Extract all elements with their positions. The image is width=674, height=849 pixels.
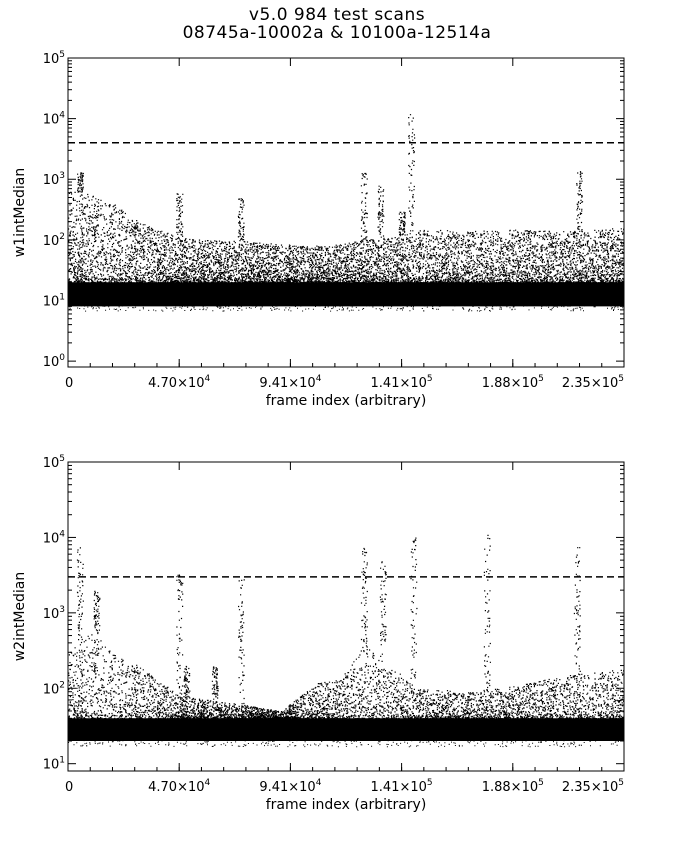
- spike-8: [379, 561, 387, 662]
- y-tick-label: 100: [43, 353, 66, 370]
- x-tick-label: 9.41×104: [259, 374, 321, 391]
- x-tick-label: 2.35×105: [562, 374, 624, 391]
- data-points: [68, 114, 624, 312]
- y-tick-label: 105: [43, 50, 65, 67]
- y-axis-label: w1intMedian: [12, 168, 28, 258]
- x-tick-label: 0: [65, 376, 73, 391]
- spike-1: [77, 172, 84, 193]
- spike-4: [360, 172, 368, 241]
- spike-8: [576, 171, 584, 231]
- spike-1: [76, 547, 84, 641]
- spike-4: [183, 665, 191, 698]
- y-tick-label: 104: [43, 111, 66, 128]
- x-axis-label: frame index (arbitrary): [266, 393, 427, 409]
- spike-10: [483, 534, 491, 691]
- panel-2: 0 4.70×104 9.41×104 1.41×105 1.88×105 2.35×10…: [12, 454, 625, 813]
- spike-6: [398, 211, 406, 236]
- x-tick-label: 4.70×104: [148, 374, 210, 391]
- y-axis-label: w2intMedian: [12, 572, 28, 662]
- y-tick-label: 104: [43, 529, 66, 546]
- panel-1: 0 4.70×104 9.41×104 1.41×105 1.88×105 2.35×10…: [12, 50, 625, 409]
- x-tick-label: 1.41×105: [371, 374, 433, 391]
- x-tick-label: 1.88×105: [482, 374, 544, 391]
- spike-7: [408, 114, 416, 232]
- x-tick-label: 2.35×105: [562, 778, 624, 795]
- x-tick-label: 4.70×104: [148, 778, 210, 795]
- spike-3: [176, 574, 184, 695]
- spike-6: [238, 579, 245, 705]
- y-tick-label: 102: [43, 232, 65, 249]
- x-axis-label: frame index (arbitrary): [266, 797, 427, 813]
- y-tick-label: 103: [43, 171, 65, 188]
- spike-2: [93, 590, 101, 635]
- y-tick-label: 105: [43, 454, 65, 471]
- x-tick-label: 1.88×105: [482, 778, 544, 795]
- y-tick-label: 101: [43, 292, 65, 309]
- dense-core: [68, 282, 624, 307]
- spike-9: [410, 537, 418, 679]
- spike-2: [176, 193, 184, 239]
- plot-frame: [67, 57, 625, 368]
- spike-7: [360, 547, 368, 644]
- spike-3: [237, 198, 245, 243]
- spike-11: [573, 547, 581, 675]
- dense-core: [68, 718, 624, 741]
- y-tick-label: 103: [43, 605, 65, 622]
- spike-5: [377, 185, 385, 238]
- scatter-points: [68, 191, 624, 312]
- x-tick-label: 1.41×105: [371, 778, 433, 795]
- data-points: [68, 534, 624, 748]
- y-tick-label: 101: [43, 756, 65, 773]
- chart-title-line-2: 08745a-10002a & 10100a-12514a: [182, 23, 492, 43]
- scatter-points: [68, 634, 624, 748]
- chart-title-line-1: v5.0 984 test scans: [248, 5, 426, 25]
- spike-5: [211, 666, 219, 700]
- x-tick-label: 9.41×104: [259, 778, 321, 795]
- y-tick-label: 102: [43, 680, 65, 697]
- x-tick-label: 0: [65, 780, 73, 795]
